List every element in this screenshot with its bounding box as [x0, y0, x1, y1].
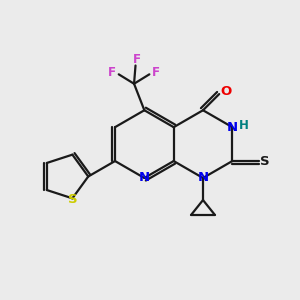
Text: N: N: [139, 172, 150, 184]
Text: N: N: [227, 121, 238, 134]
Text: F: F: [108, 66, 116, 80]
Text: S: S: [260, 154, 269, 167]
Text: H: H: [239, 119, 249, 132]
Text: S: S: [68, 193, 77, 206]
Text: F: F: [152, 66, 160, 80]
Text: F: F: [133, 53, 141, 66]
Text: N: N: [197, 172, 208, 184]
Text: O: O: [220, 85, 231, 98]
